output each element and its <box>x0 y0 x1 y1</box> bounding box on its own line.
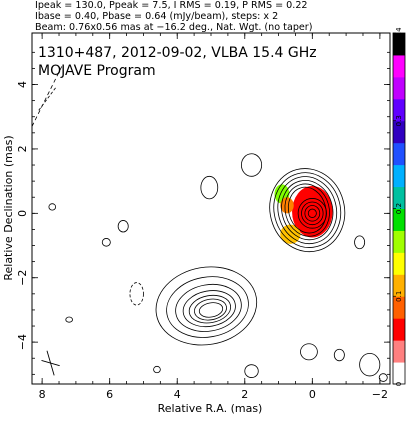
isolated-contour <box>300 343 318 361</box>
colorbar-segment <box>393 208 405 231</box>
colorbar-segment <box>393 76 405 100</box>
tick-labels: 8 6 4 2 0 −2 4 2 0 −2 −4 <box>16 81 388 401</box>
isolated-contour <box>333 348 345 362</box>
colorbar-segment <box>393 142 405 166</box>
colorbar-segment <box>393 164 405 188</box>
header-line-1: Ipeak = 130.0, Ppeak = 7.5, I RMS = 0.19… <box>35 0 308 11</box>
colorbar-segment <box>393 340 405 363</box>
y-tick-label: −4 <box>16 334 29 350</box>
colorbar-segment <box>393 252 405 275</box>
y-axis-label: Relative Declination (mas) <box>2 135 15 280</box>
y-tick-label: 2 <box>16 145 29 152</box>
isolated-contour <box>200 175 219 200</box>
knot-contour <box>198 302 224 318</box>
contour-layer <box>32 65 388 382</box>
y-tick-label: 4 <box>16 81 29 88</box>
chart-subtitle: MOJAVE Program <box>38 63 156 79</box>
x-tick-label: 4 <box>174 388 181 401</box>
colorbar-tick-label: 0.2 <box>395 203 403 214</box>
isolated-contour <box>240 153 263 177</box>
polarization-patch <box>280 224 301 244</box>
colorbar: 0.4 0.3 0.2 0.1 0 <box>392 27 406 386</box>
isolated-contour <box>359 353 381 377</box>
x-tick-label: 6 <box>106 388 113 401</box>
isolated-contour <box>48 203 57 211</box>
isolated-contour <box>101 238 111 247</box>
core-contour <box>277 176 338 245</box>
colorbar-segment <box>393 230 405 253</box>
colorbar-segment <box>393 54 405 78</box>
x-tick-label: 0 <box>309 388 316 401</box>
isolated-contour <box>354 235 366 250</box>
core-contour <box>287 186 327 234</box>
colorbar-segment <box>393 318 405 341</box>
isolated-contour <box>117 220 129 233</box>
beam-minor-axis <box>41 359 60 367</box>
isolated-contour <box>378 373 388 382</box>
isolated-contour <box>153 365 161 374</box>
knot-contour <box>182 290 236 328</box>
header-line-2: Ibase = 0.40, Pbase = 0.64 (mJy/beam), s… <box>35 11 279 22</box>
colorbar-segment <box>393 362 405 385</box>
core-contour <box>281 180 334 241</box>
colorbar-segment <box>393 296 405 319</box>
knot-contour <box>155 266 258 346</box>
header-line-3: Beam: 0.76x0.56 mas at −16.2 deg., Nat. … <box>35 22 313 33</box>
polarization-patch <box>280 197 294 214</box>
x-tick-label: −2 <box>372 388 388 401</box>
chart-title: 1310+487, 2012-09-02, VLBA 15.4 GHz <box>38 45 317 61</box>
colorbar-segment <box>393 274 405 297</box>
knot-contour <box>188 294 232 324</box>
beam-cross <box>41 350 60 376</box>
y-tick-label: −2 <box>16 270 29 286</box>
tick-marks <box>32 33 390 384</box>
colorbar-tick-label: 0.1 <box>395 291 403 302</box>
colorbar-tick-label: 0.4 <box>395 27 403 39</box>
x-axis-label: Relative R.A. (mas) <box>158 402 263 415</box>
colorbar-tick-label: 0.3 <box>395 115 403 126</box>
negative-contour <box>129 282 144 306</box>
colorbar-segment <box>393 186 405 209</box>
y-tick-label: 0 <box>16 210 29 217</box>
knot-contour <box>166 276 249 338</box>
x-tick-label: 8 <box>39 388 46 401</box>
isolated-contour <box>244 364 259 378</box>
core-contour <box>297 198 327 229</box>
negative-contour <box>32 65 63 127</box>
isolated-contour <box>65 316 73 323</box>
core-contour <box>284 183 330 237</box>
knot-contour <box>194 298 227 321</box>
colorbar-segment <box>393 33 405 56</box>
core-contour <box>301 201 324 226</box>
core-contour <box>273 172 342 248</box>
core-contour <box>269 168 346 253</box>
core-contour <box>304 205 321 222</box>
colorbar-segment <box>393 120 405 144</box>
colorbar-tick-label: 0 <box>395 382 403 386</box>
core-contour <box>307 208 317 218</box>
x-tick-label: 2 <box>241 388 248 401</box>
colorbar-segment <box>393 98 405 122</box>
knot-contour <box>175 283 242 332</box>
